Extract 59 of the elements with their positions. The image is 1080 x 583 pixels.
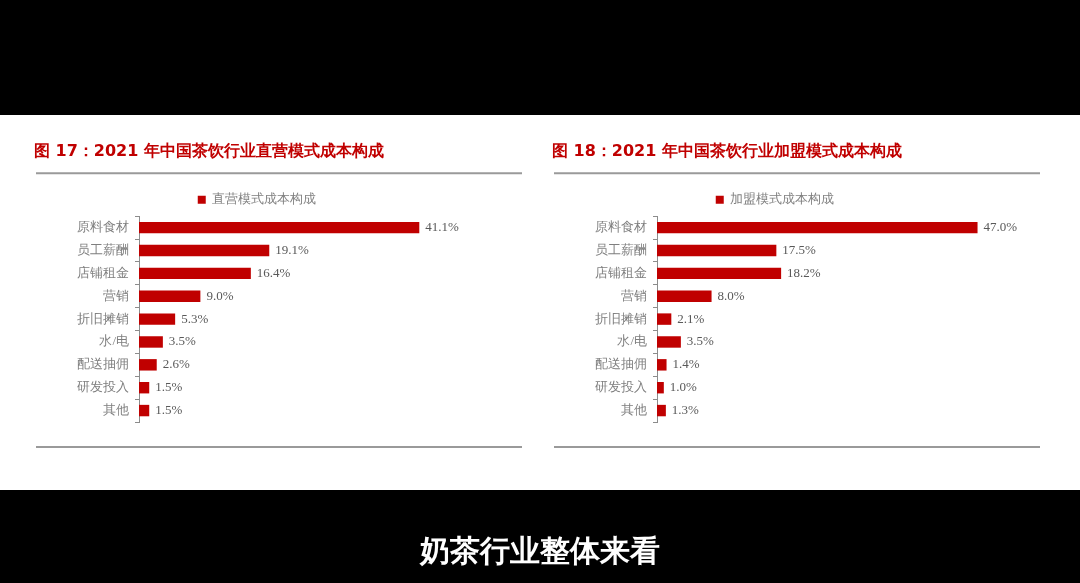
y-tick-label: 折旧摊销 <box>77 310 129 326</box>
bar <box>139 359 157 371</box>
y-tick-label: 原料食材 <box>77 219 129 235</box>
y-tick-label: 配送抽佣 <box>595 356 647 372</box>
data-label: 5.3% <box>181 310 209 326</box>
bar <box>657 381 664 394</box>
bar <box>657 290 712 302</box>
data-label: 8.0% <box>717 287 745 303</box>
bar <box>139 221 420 234</box>
data-label: 41.1% <box>425 219 460 235</box>
y-tick-label: 营销 <box>103 287 129 303</box>
y-tick-label: 营销 <box>621 287 647 303</box>
y-tick-label: 水/电 <box>99 333 129 349</box>
bar <box>139 267 251 280</box>
bar <box>657 267 782 280</box>
y-tick-label: 店铺租金 <box>77 264 129 280</box>
y-tick-label: 水/电 <box>617 333 647 349</box>
y-tick-label: 研发投入 <box>77 379 129 395</box>
data-label: 3.5% <box>686 333 715 349</box>
data-label: 47.0% <box>983 219 1018 235</box>
data-label: 18.2% <box>787 264 821 280</box>
bar <box>657 221 978 234</box>
bar <box>139 404 150 417</box>
y-tick-label: 原料食材 <box>595 219 647 235</box>
y-tick-label: 其他 <box>621 401 647 417</box>
bar <box>657 313 672 325</box>
bar <box>139 244 270 257</box>
data-label: 1.3% <box>671 401 700 417</box>
data-label: 1.4% <box>672 356 700 372</box>
data-label: 1.5% <box>155 401 183 417</box>
y-tick-label: 员工薪酬 <box>77 241 129 257</box>
data-label: 1.0% <box>669 379 698 395</box>
data-label: 1.5% <box>155 379 183 395</box>
legend-label: 直营模式成本构成 <box>212 191 317 207</box>
chart-title: 图 17：2021 年中国茶饮行业直营模式成本构成 <box>34 140 384 160</box>
y-tick-label: 配送抽佣 <box>77 356 129 372</box>
data-label: 3.5% <box>168 333 197 349</box>
bar <box>139 336 163 348</box>
y-tick-label: 店铺租金 <box>595 264 647 280</box>
legend-label: 加盟模式成本构成 <box>730 191 835 207</box>
bar <box>657 404 666 417</box>
chart-title: 图 18：2021 年中国茶饮行业加盟模式成本构成 <box>552 140 902 160</box>
bar <box>139 290 201 302</box>
data-label: 16.4% <box>256 264 291 280</box>
data-label: 19.1% <box>275 241 310 257</box>
y-tick-label: 员工薪酬 <box>595 241 647 257</box>
data-label: 9.0% <box>206 287 234 303</box>
data-label: 2.6% <box>162 356 190 372</box>
y-tick-label: 折旧摊销 <box>595 310 647 326</box>
data-label: 2.1% <box>677 310 705 326</box>
bar <box>657 359 667 371</box>
bar <box>139 313 176 325</box>
bar <box>657 244 777 257</box>
y-tick-label: 其他 <box>103 401 129 417</box>
text: 奶茶行业整体来看 <box>420 532 660 570</box>
y-tick-label: 研发投入 <box>595 379 647 395</box>
bar <box>139 381 150 394</box>
bar <box>657 336 681 348</box>
data-label: 17.5% <box>782 241 817 257</box>
